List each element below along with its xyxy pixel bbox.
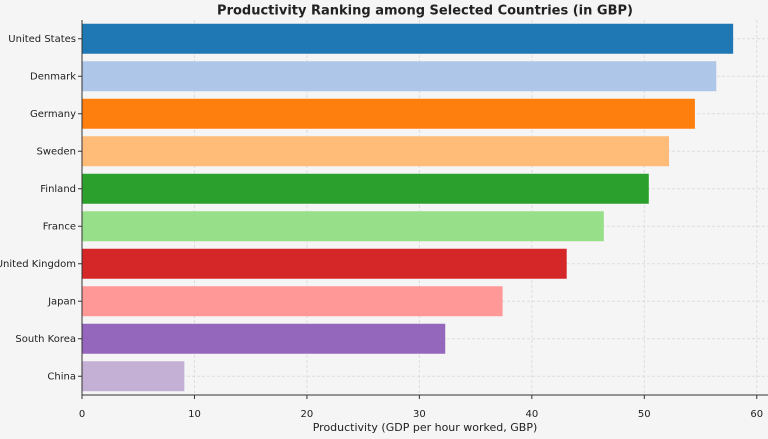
y-tick-label: Germany	[30, 109, 76, 120]
bar	[82, 61, 717, 92]
chart-title: Productivity Ranking among Selected Coun…	[217, 4, 633, 19]
y-tick-label: Japan	[47, 296, 76, 307]
bar	[82, 323, 446, 354]
y-tick-label: United States	[8, 34, 76, 45]
y-tick-label: Sweden	[36, 146, 76, 157]
x-tick-label: 20	[301, 409, 314, 420]
x-tick-label: 0	[79, 409, 85, 420]
bar	[82, 23, 734, 54]
y-tick-label: South Korea	[15, 334, 76, 345]
bar	[82, 136, 670, 167]
x-tick-label: 10	[188, 409, 201, 420]
bar	[82, 286, 503, 317]
x-tick-label: 50	[638, 409, 651, 420]
x-tick-label: 60	[750, 409, 763, 420]
y-tick-label: Finland	[40, 184, 76, 195]
bar	[82, 211, 604, 242]
x-tick-label: 30	[413, 409, 426, 420]
bar	[82, 248, 567, 279]
x-axis-label: Productivity (GDP per hour worked, GBP)	[313, 421, 538, 434]
y-tick-label: United Kingdom	[0, 259, 76, 270]
y-tick-label: China	[47, 371, 76, 382]
bar	[82, 98, 695, 129]
bar	[82, 361, 185, 392]
y-tick-label: France	[43, 221, 76, 232]
y-tick-label: Denmark	[30, 71, 76, 82]
x-tick-label: 40	[525, 409, 538, 420]
bar	[82, 173, 649, 204]
